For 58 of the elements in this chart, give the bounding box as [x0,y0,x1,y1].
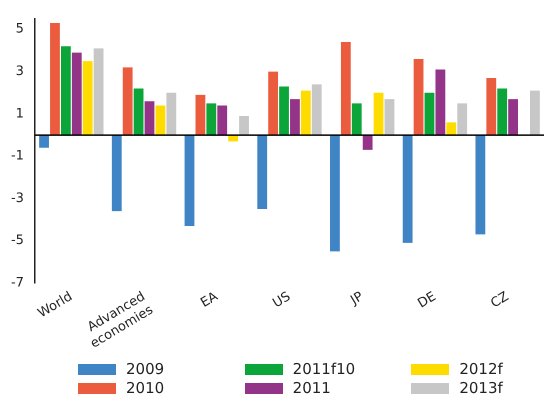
bar [362,135,373,150]
bar [134,88,144,136]
y-tick-label: 1 [16,106,24,122]
bar [195,94,206,136]
bar [446,122,456,136]
bar [290,99,300,136]
y-tick-label: -3 [10,190,24,206]
bar [340,42,351,136]
legend-label: 2011f10 [292,360,356,379]
legend-label: 2012f [459,360,503,379]
bar [402,135,413,243]
bar [166,92,176,136]
bar [257,135,268,210]
legend-label: 2009 [126,360,164,379]
bar [144,101,154,136]
x-tick-label: EA [198,289,221,311]
legend-label: 2011 [292,379,331,398]
bar [206,103,216,136]
bar [239,116,249,136]
y-tick-label: -1 [10,148,24,164]
bar [374,92,384,136]
y-tick-label: -7 [10,275,24,290]
bar [217,105,228,136]
bar [486,78,496,136]
y-tick-label: -5 [10,233,24,248]
bar [414,58,424,136]
bar [384,99,394,136]
y-tick-label: 3 [16,64,24,80]
bar [82,61,93,136]
bar [424,92,434,136]
bar [497,88,508,136]
bar [508,99,518,136]
bar [112,135,122,212]
bar [184,135,194,226]
bar [312,84,322,136]
bar [352,103,362,136]
x-tick-label: JP [347,289,366,309]
x-tick-label: DE [415,289,439,312]
x-tick-label: CZ [488,289,512,312]
bar [39,135,49,148]
legend-label: 2010 [126,379,164,398]
bar [155,105,166,136]
bar [279,86,289,136]
bar [475,135,486,234]
bar [330,135,340,252]
y-tick-label: 5 [16,22,24,37]
bar [60,46,71,136]
bar [72,52,82,136]
bar [435,70,446,136]
bar [300,90,311,136]
bar [122,67,133,136]
legend-label: 2013f [459,379,503,398]
bar [94,48,104,136]
bar [530,90,540,136]
bar [50,23,60,136]
x-tick-label: US [270,289,294,312]
bar [268,72,278,136]
bar [457,103,468,136]
